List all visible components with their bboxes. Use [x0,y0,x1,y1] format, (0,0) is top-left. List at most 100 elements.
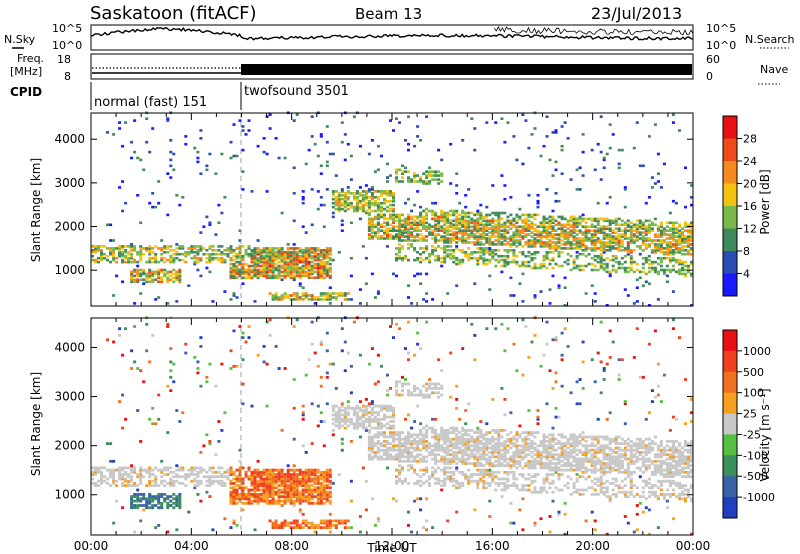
velocity-cell [319,420,323,423]
velocity-cell [298,499,302,503]
velocity-cell [367,429,371,432]
velocity-cell [262,486,266,490]
velocity-cell [274,490,278,494]
velocity-cell [274,519,278,523]
power-cell [319,266,323,270]
power-cell [256,239,260,242]
velocity-cell [262,360,266,364]
velocity-cell [331,417,335,421]
power-cell [605,235,609,238]
power-cell [130,276,134,280]
velocity-cell [373,417,377,421]
power-cell [241,264,245,268]
power-cell [145,249,149,252]
velocity-cell [142,497,146,501]
power-cell [446,219,450,223]
power-cell [590,239,594,242]
power-cell [536,241,540,244]
power-cell [235,272,239,276]
velocity-cell [422,393,426,397]
power-cell [626,225,630,228]
power-cell [473,243,477,246]
velocity-cell [244,473,248,476]
power-cell [452,239,456,242]
power-cell [678,233,681,236]
power-cell [566,231,570,234]
power-cell [307,262,311,266]
power-cell [283,292,287,295]
velocity-cell [172,484,176,487]
power-cell [635,239,639,242]
velocity-cell [289,501,293,505]
power-cell [331,205,335,209]
power-cell [121,260,125,264]
power-cell [370,197,374,201]
power-cell [337,209,341,213]
velocity-cell [395,457,398,461]
velocity-cell [295,497,299,501]
power-cell [112,251,116,254]
power-cell [659,231,663,234]
velocity-cell [386,409,389,412]
power-cell [527,219,531,223]
velocity-cell [376,451,380,454]
power-cell [163,251,167,254]
power-cell [593,225,597,228]
power-cell [178,268,182,272]
power-cell [569,231,573,234]
velocity-cell [169,499,173,503]
power-cell [497,249,501,252]
velocity-cell [407,482,410,485]
power-cell [554,237,558,240]
velocity-cell [461,453,465,457]
velocity-cell [262,473,266,476]
power-cell [422,298,426,301]
velocity-cell [97,468,100,472]
power-cell [533,294,537,297]
power-cell [650,176,654,179]
power-cell [659,264,663,268]
velocity-cell [298,526,302,529]
power-cell [220,256,224,260]
power-cell [584,233,588,236]
velocity-cell [328,493,332,496]
power-cell [632,146,636,150]
power-cell [506,229,510,232]
power-cell [674,241,678,244]
power-cell [452,260,456,264]
velocity-cell [449,437,453,441]
power-cell [575,264,579,268]
power-cell [690,304,693,307]
power-cell [289,247,293,250]
power-cell [172,258,176,262]
velocity-cell [322,519,326,523]
power-cell [416,135,420,138]
velocity-cell [277,484,281,487]
power-cell [373,225,377,228]
velocity-cell [325,371,329,375]
power-cell [437,227,441,230]
velocity-cell [208,477,212,481]
power-cell [199,245,203,248]
power-cell [506,256,510,260]
velocity-cell [367,420,371,423]
velocity-cell [386,457,389,461]
power-cell [446,239,450,242]
velocity-cell [244,486,248,490]
power-cell [602,247,606,250]
velocity-cell [193,473,197,476]
velocity-cell [452,479,456,483]
power-cell [684,223,687,227]
velocity-cell [265,484,269,487]
power-cell [301,256,305,260]
power-cell [262,270,266,274]
velocity-cell [205,433,209,437]
velocity-cell [121,475,125,479]
power-cell [169,274,173,278]
power-cell [319,264,323,268]
power-cell [340,201,344,205]
velocity-cell [268,499,272,503]
velocity-cell [187,468,191,472]
velocity-cell [154,475,158,479]
